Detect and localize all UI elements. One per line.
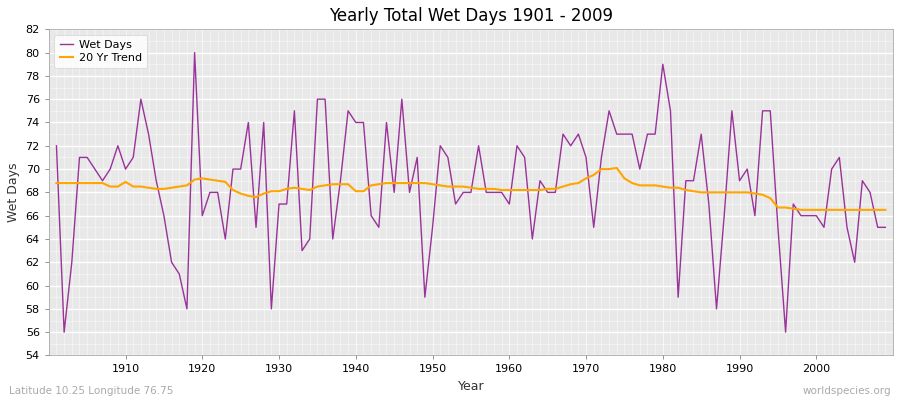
Line: Wet Days: Wet Days bbox=[57, 52, 886, 332]
20 Yr Trend bbox=[504, 188, 515, 192]
20 Yr Trend bbox=[796, 208, 806, 212]
20 Yr Trend bbox=[611, 166, 622, 170]
Wet Days bbox=[511, 143, 522, 148]
20 Yr Trend bbox=[880, 208, 891, 212]
Wet Days bbox=[120, 167, 130, 172]
20 Yr Trend bbox=[112, 184, 123, 189]
Text: worldspecies.org: worldspecies.org bbox=[803, 386, 891, 396]
Wet Days bbox=[51, 143, 62, 148]
Wet Days bbox=[519, 155, 530, 160]
Y-axis label: Wet Days: Wet Days bbox=[7, 163, 20, 222]
20 Yr Trend bbox=[596, 167, 607, 172]
X-axis label: Year: Year bbox=[457, 380, 484, 393]
20 Yr Trend bbox=[496, 188, 507, 192]
Wet Days bbox=[189, 50, 200, 55]
Legend: Wet Days, 20 Yr Trend: Wet Days, 20 Yr Trend bbox=[54, 35, 148, 68]
Wet Days bbox=[343, 108, 354, 113]
Wet Days bbox=[880, 225, 891, 230]
Text: Latitude 10.25 Longitude 76.75: Latitude 10.25 Longitude 76.75 bbox=[9, 386, 174, 396]
20 Yr Trend bbox=[282, 186, 292, 191]
20 Yr Trend bbox=[328, 182, 338, 187]
Wet Days bbox=[611, 132, 622, 136]
20 Yr Trend bbox=[51, 181, 62, 186]
Wet Days bbox=[297, 248, 308, 253]
Title: Yearly Total Wet Days 1901 - 2009: Yearly Total Wet Days 1901 - 2009 bbox=[328, 7, 613, 25]
Wet Days bbox=[58, 330, 69, 334]
Line: 20 Yr Trend: 20 Yr Trend bbox=[57, 168, 886, 210]
